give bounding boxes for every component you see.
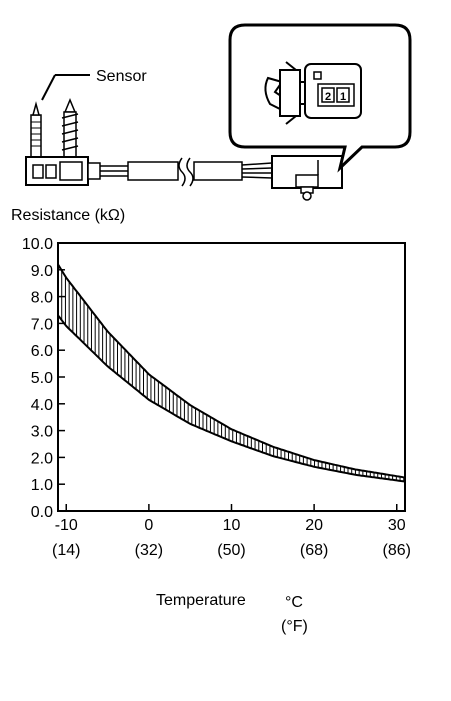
plot-frame xyxy=(57,242,406,512)
y-tick-label: 5.0 xyxy=(31,370,53,387)
resistance-chart: Resistance (kΩ) 0.0 1.0 2.0 3.0 4.0 5.0 6.0 7.0… xyxy=(11,207,411,635)
y-tick-label: 3.0 xyxy=(31,424,53,441)
y-tick-label: 8.0 xyxy=(31,290,53,307)
screw-icon xyxy=(61,98,79,158)
y-tick-label: 1.0 xyxy=(31,477,53,494)
sensor-body-icon xyxy=(25,156,101,186)
y-tick-label: 2.0 xyxy=(31,450,53,467)
connector-callout-bubble: 2 1 xyxy=(228,23,412,173)
x-tick-label-celsius: 0 xyxy=(144,517,153,534)
plug-connector-icon xyxy=(271,155,343,201)
series-lower-line xyxy=(57,314,406,483)
data-band xyxy=(58,264,405,482)
x-axis: -10 (14) 0 (32) 10 (50) 20 (68) 30 (86) xyxy=(52,504,411,559)
x-axis-unit-celsius: °C xyxy=(285,594,303,611)
sensor-probe-icon xyxy=(30,101,42,158)
y-axis-label: Resistance (kΩ) xyxy=(11,207,125,224)
y-tick-label: 4.0 xyxy=(31,397,53,414)
y-axis: 0.0 1.0 2.0 3.0 4.0 5.0 6.0 7.0 8.0 9.0 10.0 xyxy=(22,236,65,521)
x-tick-label-celsius: 20 xyxy=(305,517,323,534)
y-tick-label: 0.0 xyxy=(31,504,53,521)
y-tick-label: 10.0 xyxy=(22,236,53,253)
connector-pin-1: 1 xyxy=(340,91,346,103)
sensor-illustration: Sensor xyxy=(25,23,412,201)
connector-pin-2: 2 xyxy=(325,91,331,103)
sensor-label: Sensor xyxy=(96,68,147,85)
sensor-callout-leader xyxy=(41,74,56,101)
x-tick-label-celsius: -10 xyxy=(55,517,78,534)
x-tick-label-fahrenheit: (50) xyxy=(217,542,245,559)
x-tick-label-fahrenheit: (32) xyxy=(135,542,163,559)
x-tick-label-fahrenheit: (68) xyxy=(300,542,328,559)
y-tick-label: 6.0 xyxy=(31,343,53,360)
x-axis-unit-fahrenheit: (°F) xyxy=(281,618,308,635)
series-lines xyxy=(57,263,406,483)
x-tick-label-celsius: 30 xyxy=(388,517,406,534)
x-tick-label-fahrenheit: (86) xyxy=(383,542,411,559)
x-axis-label: Temperature xyxy=(156,592,246,609)
x-tick-label-fahrenheit: (14) xyxy=(52,542,80,559)
y-tick-label: 9.0 xyxy=(31,263,53,280)
y-tick-label: 7.0 xyxy=(31,316,53,333)
x-tick-label-celsius: 10 xyxy=(223,517,241,534)
sensor-wire xyxy=(100,157,273,187)
series-upper-line xyxy=(57,263,406,479)
